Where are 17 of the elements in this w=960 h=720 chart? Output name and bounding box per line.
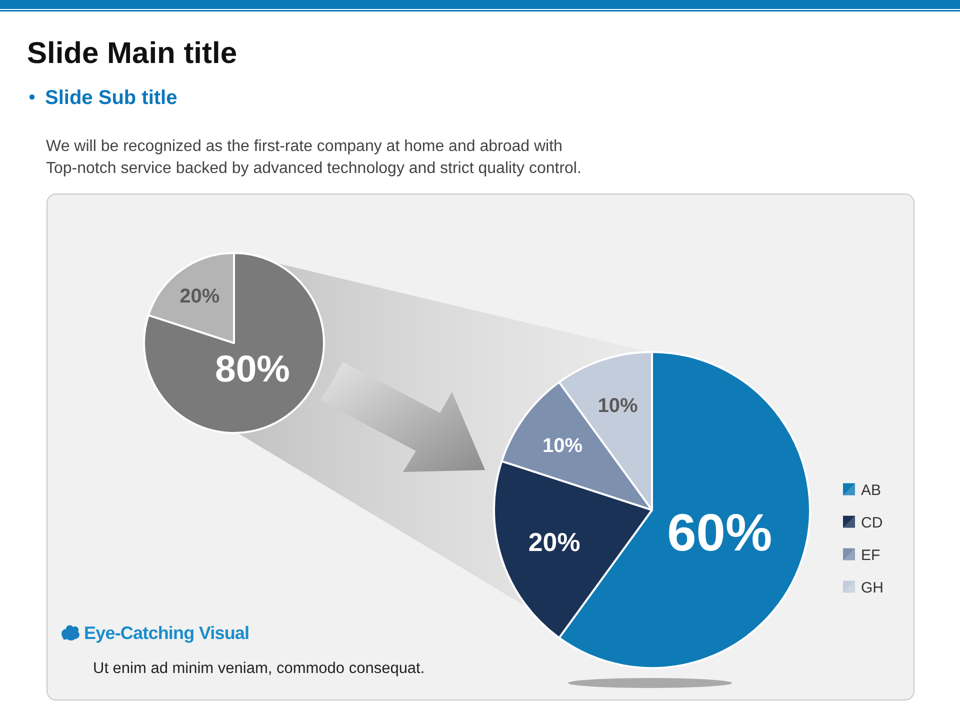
data-label: 20% — [528, 528, 580, 557]
data-label: 10% — [542, 434, 583, 457]
legend-label: EF — [861, 546, 880, 564]
legend-label: AB — [861, 482, 882, 499]
data-label: 60% — [667, 504, 772, 562]
legend-label: CD — [861, 514, 883, 532]
text: Eye-Catching Visual — [84, 623, 250, 643]
text: Ut enim ad minim veniam, commodo consequat. — [93, 660, 425, 677]
data-label: 80% — [215, 348, 290, 390]
data-label: 20% — [180, 286, 220, 308]
legend-label: GH — [861, 579, 884, 596]
text: Top-notch service backed by advanced technology and strict quality control. — [46, 160, 582, 177]
pie-slice — [143, 252, 325, 434]
chart-title: Slide Main title — [27, 37, 238, 70]
chart-subtitle: Slide Sub title — [45, 87, 178, 109]
data-label: 10% — [598, 394, 638, 417]
text: We will be recognized as the first-rate company at home and abroad with — [46, 138, 562, 155]
